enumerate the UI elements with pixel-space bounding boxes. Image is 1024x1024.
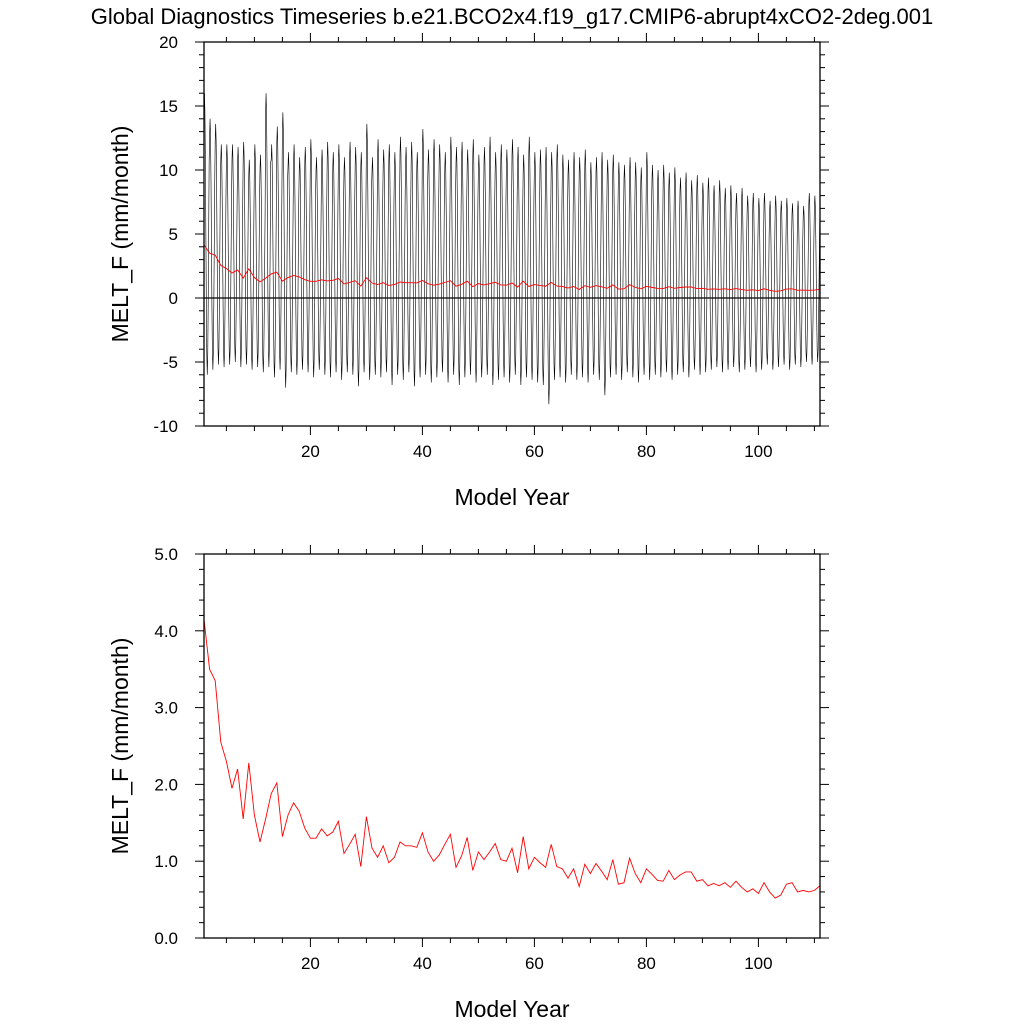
bottom-y-tick-label: 1.0 [154,852,178,871]
top-x-tick-label: 100 [744,442,772,461]
top-x-tick-label: 40 [413,442,432,461]
bottom-y-tick-label: 4.0 [154,622,178,641]
top-x-tick-label: 60 [525,442,544,461]
bottom-x-tick-label: 20 [301,954,320,973]
top-y-tick-label: -10 [153,417,178,436]
bottom-y-tick-label: 0.0 [154,929,178,948]
bottom-x-tick-label: 100 [744,954,772,973]
bottom-y-tick-label: 5.0 [154,545,178,564]
top-x-tick-label: 80 [637,442,656,461]
bottom-annual-series-line [203,619,821,899]
bottom-y-tick-label: 2.0 [154,775,178,794]
top-y-tick-label: 10 [159,161,178,180]
bottom-x-tick-label: 80 [637,954,656,973]
bottom-x-axis-label: Model Year [454,996,569,1022]
bottom-y-tick-label: 3.0 [154,699,178,718]
bottom-plot-frame [203,553,821,939]
top-y-tick-label: 0 [169,289,178,308]
top-y-tick-label: 15 [159,97,178,116]
top-y-tick-label: 5 [169,225,178,244]
top-y-tick-label: 20 [159,33,178,52]
top-y-axis-label: MELT_F (mm/month) [107,126,133,343]
chart-title: Global Diagnostics Timeseries b.e21.BCO2… [91,4,934,29]
bottom-x-tick-label: 40 [413,954,432,973]
bottom-x-tick-label: 60 [525,954,544,973]
top-panel: 20 40 60 80 100 -10 -5 0 5 10 15 20 Model Year MELT_F… [107,33,829,510]
top-x-tick-label: 20 [301,442,320,461]
top-annual-series-line [203,244,821,292]
top-monthly-series-line [203,93,821,405]
bottom-panel: 20 40 60 80 100 0.0 1.0 2.0 3.0 4.0 5.0 Model Year M… [107,545,829,1022]
top-y-tick-label: -5 [163,353,178,372]
top-x-axis-label: Model Year [454,484,569,510]
bottom-y-axis-label: MELT_F (mm/month) [107,638,133,855]
